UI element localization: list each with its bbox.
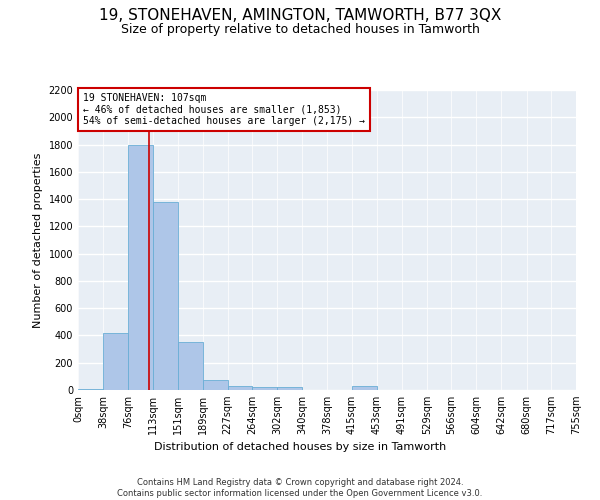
Bar [178,342,203,390]
Bar [352,386,377,390]
Text: 19, STONEHAVEN, AMINGTON, TAMWORTH, B77 3QX: 19, STONEHAVEN, AMINGTON, TAMWORTH, B77 … [99,8,501,22]
Bar [78,388,103,390]
Text: Contains HM Land Registry data © Crown copyright and database right 2024.
Contai: Contains HM Land Registry data © Crown c… [118,478,482,498]
Bar [228,386,252,390]
Bar [203,380,228,390]
Text: Size of property relative to detached houses in Tamworth: Size of property relative to detached ho… [121,22,479,36]
Text: 19 STONEHAVEN: 107sqm
← 46% of detached houses are smaller (1,853)
54% of semi-d: 19 STONEHAVEN: 107sqm ← 46% of detached … [83,93,365,126]
Bar [103,332,128,390]
Bar [252,388,277,390]
Bar [128,144,152,390]
Bar [277,388,302,390]
Bar [152,202,178,390]
Y-axis label: Number of detached properties: Number of detached properties [33,152,43,328]
Text: Distribution of detached houses by size in Tamworth: Distribution of detached houses by size … [154,442,446,452]
